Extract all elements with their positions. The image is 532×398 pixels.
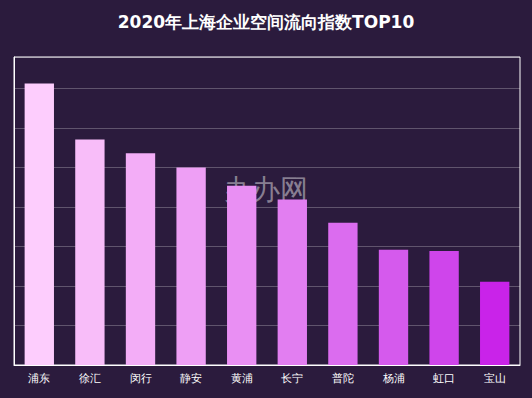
svg-text:长宁: 长宁 xyxy=(281,372,303,385)
svg-text:浦东: 浦东 xyxy=(28,372,50,385)
svg-text:徐汇: 徐汇 xyxy=(79,372,101,385)
svg-text:普陀: 普陀 xyxy=(332,372,354,385)
svg-text:2020年上海企业空间流向指数TOP10: 2020年上海企业空间流向指数TOP10 xyxy=(118,12,415,32)
svg-text:杨浦: 杨浦 xyxy=(382,372,405,385)
svg-text:静安: 静安 xyxy=(180,372,202,385)
svg-text:闵行: 闵行 xyxy=(130,372,152,385)
svg-text:虹口: 虹口 xyxy=(433,372,455,385)
svg-text:黄浦: 黄浦 xyxy=(231,372,253,385)
svg-text:办办网: 办办网 xyxy=(224,172,308,206)
svg-text:宝山: 宝山 xyxy=(484,372,506,385)
